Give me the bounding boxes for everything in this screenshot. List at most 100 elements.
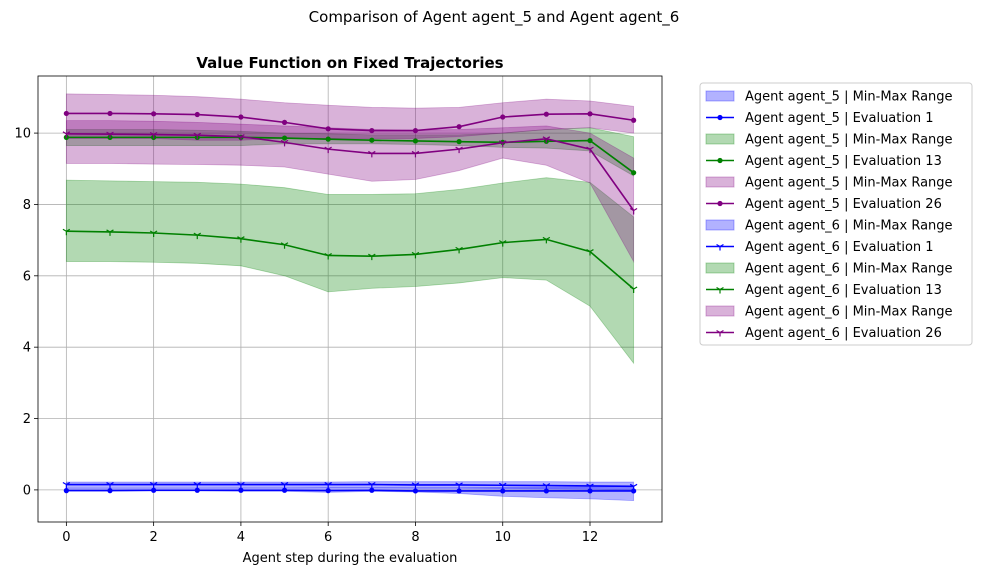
grid [38,76,662,522]
data-point [586,249,594,256]
data-point [281,135,288,141]
data-point [324,252,332,260]
series-2 [63,487,637,494]
legend-item: Agent agent_5 | Min-Max Range [705,133,953,148]
chart-title: Value Function on Fixed Trajectories [196,54,503,72]
legend-item: Agent agent_5 | Evaluation 1 [706,111,934,126]
data-point [107,110,113,117]
data-point [237,134,245,141]
data-point [238,114,244,120]
data-point [411,251,420,259]
x-tick-label: 2 [149,530,157,545]
legend-item: Agent agent_6 | Min-Max Range [705,305,953,320]
data-point [325,136,331,142]
legend-item: Agent agent_5 | Evaluation 26 [706,197,942,212]
series-line [66,489,634,492]
data-point [455,246,463,254]
data-point [587,488,593,494]
min-max-band [65,120,635,264]
data-point [280,482,289,489]
data-point [325,126,331,132]
data-point [194,111,200,118]
data-point [456,139,462,145]
x-tick-label: 8 [411,530,419,545]
data-point [629,207,638,215]
series-line [66,230,635,290]
legend-item: Agent agent_6 | Min-Max Range [705,219,953,234]
legend-swatch [705,176,735,188]
series-line [66,133,635,211]
data-point [106,482,114,489]
legend-label: Agent agent_5 | Evaluation 13 [745,154,942,169]
series-6 [63,110,637,134]
legend-frame [699,82,973,346]
legend-item: Agent agent_6 | Evaluation 1 [706,240,934,255]
data-point [193,232,202,240]
series-line [66,136,635,174]
y-tick-label: 0 [23,483,31,498]
legend-marker [717,200,723,207]
axis-ticks: 0 2 4 6 8 10 12 0 2 4 6 8 10 [14,127,598,545]
data-point [412,127,419,134]
data-point [368,482,376,489]
data-point [325,488,331,494]
data-point [455,482,463,489]
data-point [280,139,289,147]
x-tick-label: 12 [582,530,599,545]
legend-swatch [705,262,735,274]
legend-marker [717,114,723,121]
legend-label: Agent agent_6 | Min-Max Range [745,305,953,320]
figure-suptitle: Comparison of Agent agent_5 and Agent ag… [309,8,680,27]
x-tick-label: 4 [237,530,245,545]
series-8 [62,482,638,491]
data-point [151,111,157,117]
legend-marker [716,286,724,294]
legend-label: Agent agent_5 | Evaluation 1 [745,111,934,126]
data-point [238,487,244,493]
y-tick-label: 6 [23,269,31,284]
data-point [369,137,375,143]
data-point [586,146,594,154]
legend-item: Agent agent_5 | Evaluation 13 [706,154,942,169]
min-max-band [65,93,635,141]
legend-label: Agent agent_6 | Evaluation 13 [745,283,942,298]
data-point [63,110,69,117]
data-point [542,483,551,490]
data-point [151,487,157,493]
y-tick-label: 8 [23,198,31,213]
data-point [542,136,551,143]
data-point [237,482,245,489]
legend-item: Agent agent_5 | Min-Max Range [705,90,953,105]
data-point [369,127,375,134]
legend-marker [717,157,723,164]
series-line [66,483,634,488]
data-point [106,131,114,139]
data-point [498,240,507,247]
y-tick-label: 4 [23,341,31,356]
data-point [324,482,332,489]
data-point [106,229,114,236]
data-point [412,488,419,494]
legend-item: Agent agent_6 | Evaluation 26 [706,326,942,341]
data-point [631,170,637,176]
data-point [149,482,158,489]
data-point [149,230,158,237]
series-4 [63,134,637,176]
data-point [631,488,637,494]
data-point [629,286,638,294]
data-point [280,242,289,249]
legend-label: Agent agent_6 | Min-Max Range [745,262,953,277]
legend-label: Agent agent_6 | Evaluation 1 [745,240,934,255]
data-point [107,488,113,494]
data-point [194,487,200,493]
data-point [63,488,69,494]
data-point [411,150,420,158]
legend-label: Agent agent_5 | Min-Max Range [745,90,953,105]
data-point [411,482,420,489]
data-point [62,228,71,236]
y-tick-label: 10 [14,127,31,142]
legend-swatch [705,90,735,102]
data-point [368,253,376,261]
x-tick-label: 6 [324,530,332,545]
